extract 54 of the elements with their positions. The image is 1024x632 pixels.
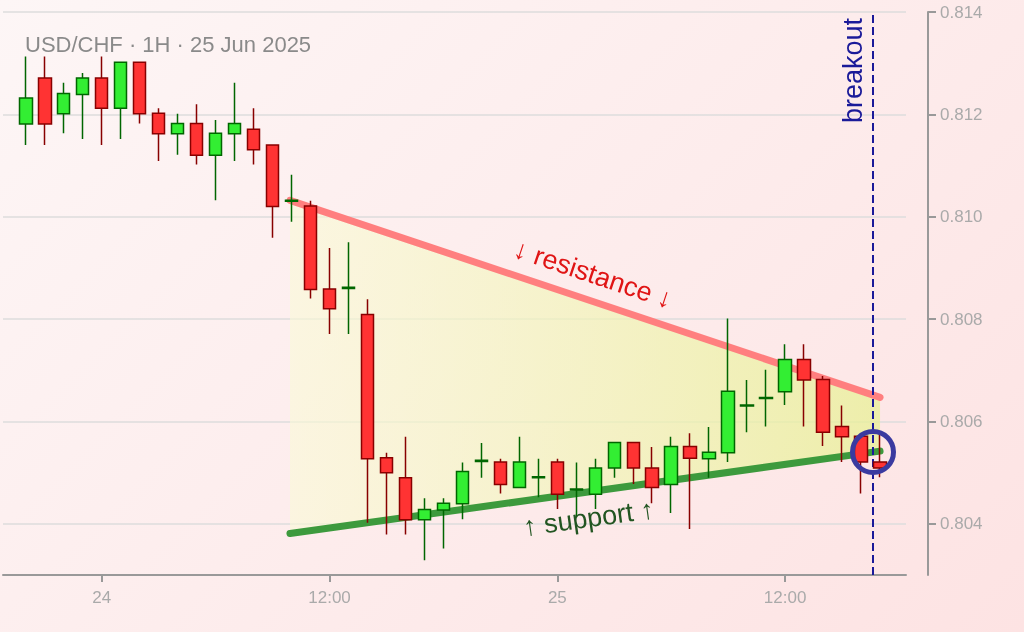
y-tick-label: 0.814	[940, 2, 983, 22]
candlestick	[607, 441, 622, 479]
candlestick	[303, 200, 318, 300]
candlestick	[341, 241, 356, 335]
x-tick-label: 24	[92, 588, 112, 607]
candlestick	[777, 343, 793, 406]
candlestick	[531, 458, 546, 498]
candlestick	[132, 61, 147, 125]
candlestick	[701, 426, 717, 479]
candlestick	[18, 55, 34, 146]
annotation: ↑ support ↑	[521, 494, 657, 543]
candlestick	[758, 369, 774, 428]
candlestick	[436, 497, 451, 550]
candlestick	[37, 55, 53, 146]
ref-line-label: breakout	[838, 17, 869, 124]
candlestick	[113, 61, 128, 140]
candlestick	[246, 107, 261, 166]
candlestick	[720, 317, 736, 463]
x-tick-label: 12:00	[763, 588, 807, 607]
candlestick	[815, 375, 831, 447]
candlestick	[455, 461, 470, 520]
candlestick	[208, 119, 223, 202]
candlestick	[663, 436, 679, 514]
candlestick	[398, 436, 413, 536]
candlestick	[170, 113, 185, 156]
candlestick	[284, 174, 299, 223]
x-tick-label: 25	[547, 588, 567, 607]
y-tick-label: 0.812	[940, 104, 983, 124]
candlestick	[227, 81, 242, 162]
candlestick	[151, 107, 166, 162]
candlestick	[682, 432, 698, 530]
candlestick	[265, 144, 280, 239]
y-tick-label: 0.806	[940, 411, 983, 431]
candlestick	[360, 298, 375, 524]
y-tick-label: 0.804	[940, 514, 983, 534]
candlestick	[56, 81, 71, 135]
candlestick	[417, 497, 432, 561]
candlestick	[379, 451, 394, 536]
y-tick-label: 0.810	[940, 207, 983, 227]
x-tick-label: 12:00	[308, 588, 351, 607]
candlestick	[189, 103, 204, 166]
candlestick	[644, 446, 660, 505]
y-tick-label: 0.808	[940, 309, 983, 329]
candlestick	[322, 247, 337, 335]
candlestick	[75, 72, 90, 140]
candlestick	[94, 55, 109, 146]
candlestick	[739, 379, 755, 433]
candlestick	[834, 404, 850, 463]
text: USD/CHF · 1H · 25 Jun 2025	[25, 31, 312, 57]
candlestick	[493, 458, 508, 495]
candlestick	[474, 442, 489, 479]
candlestick	[512, 436, 527, 489]
candlestick	[626, 441, 641, 485]
candlestick	[796, 343, 812, 428]
